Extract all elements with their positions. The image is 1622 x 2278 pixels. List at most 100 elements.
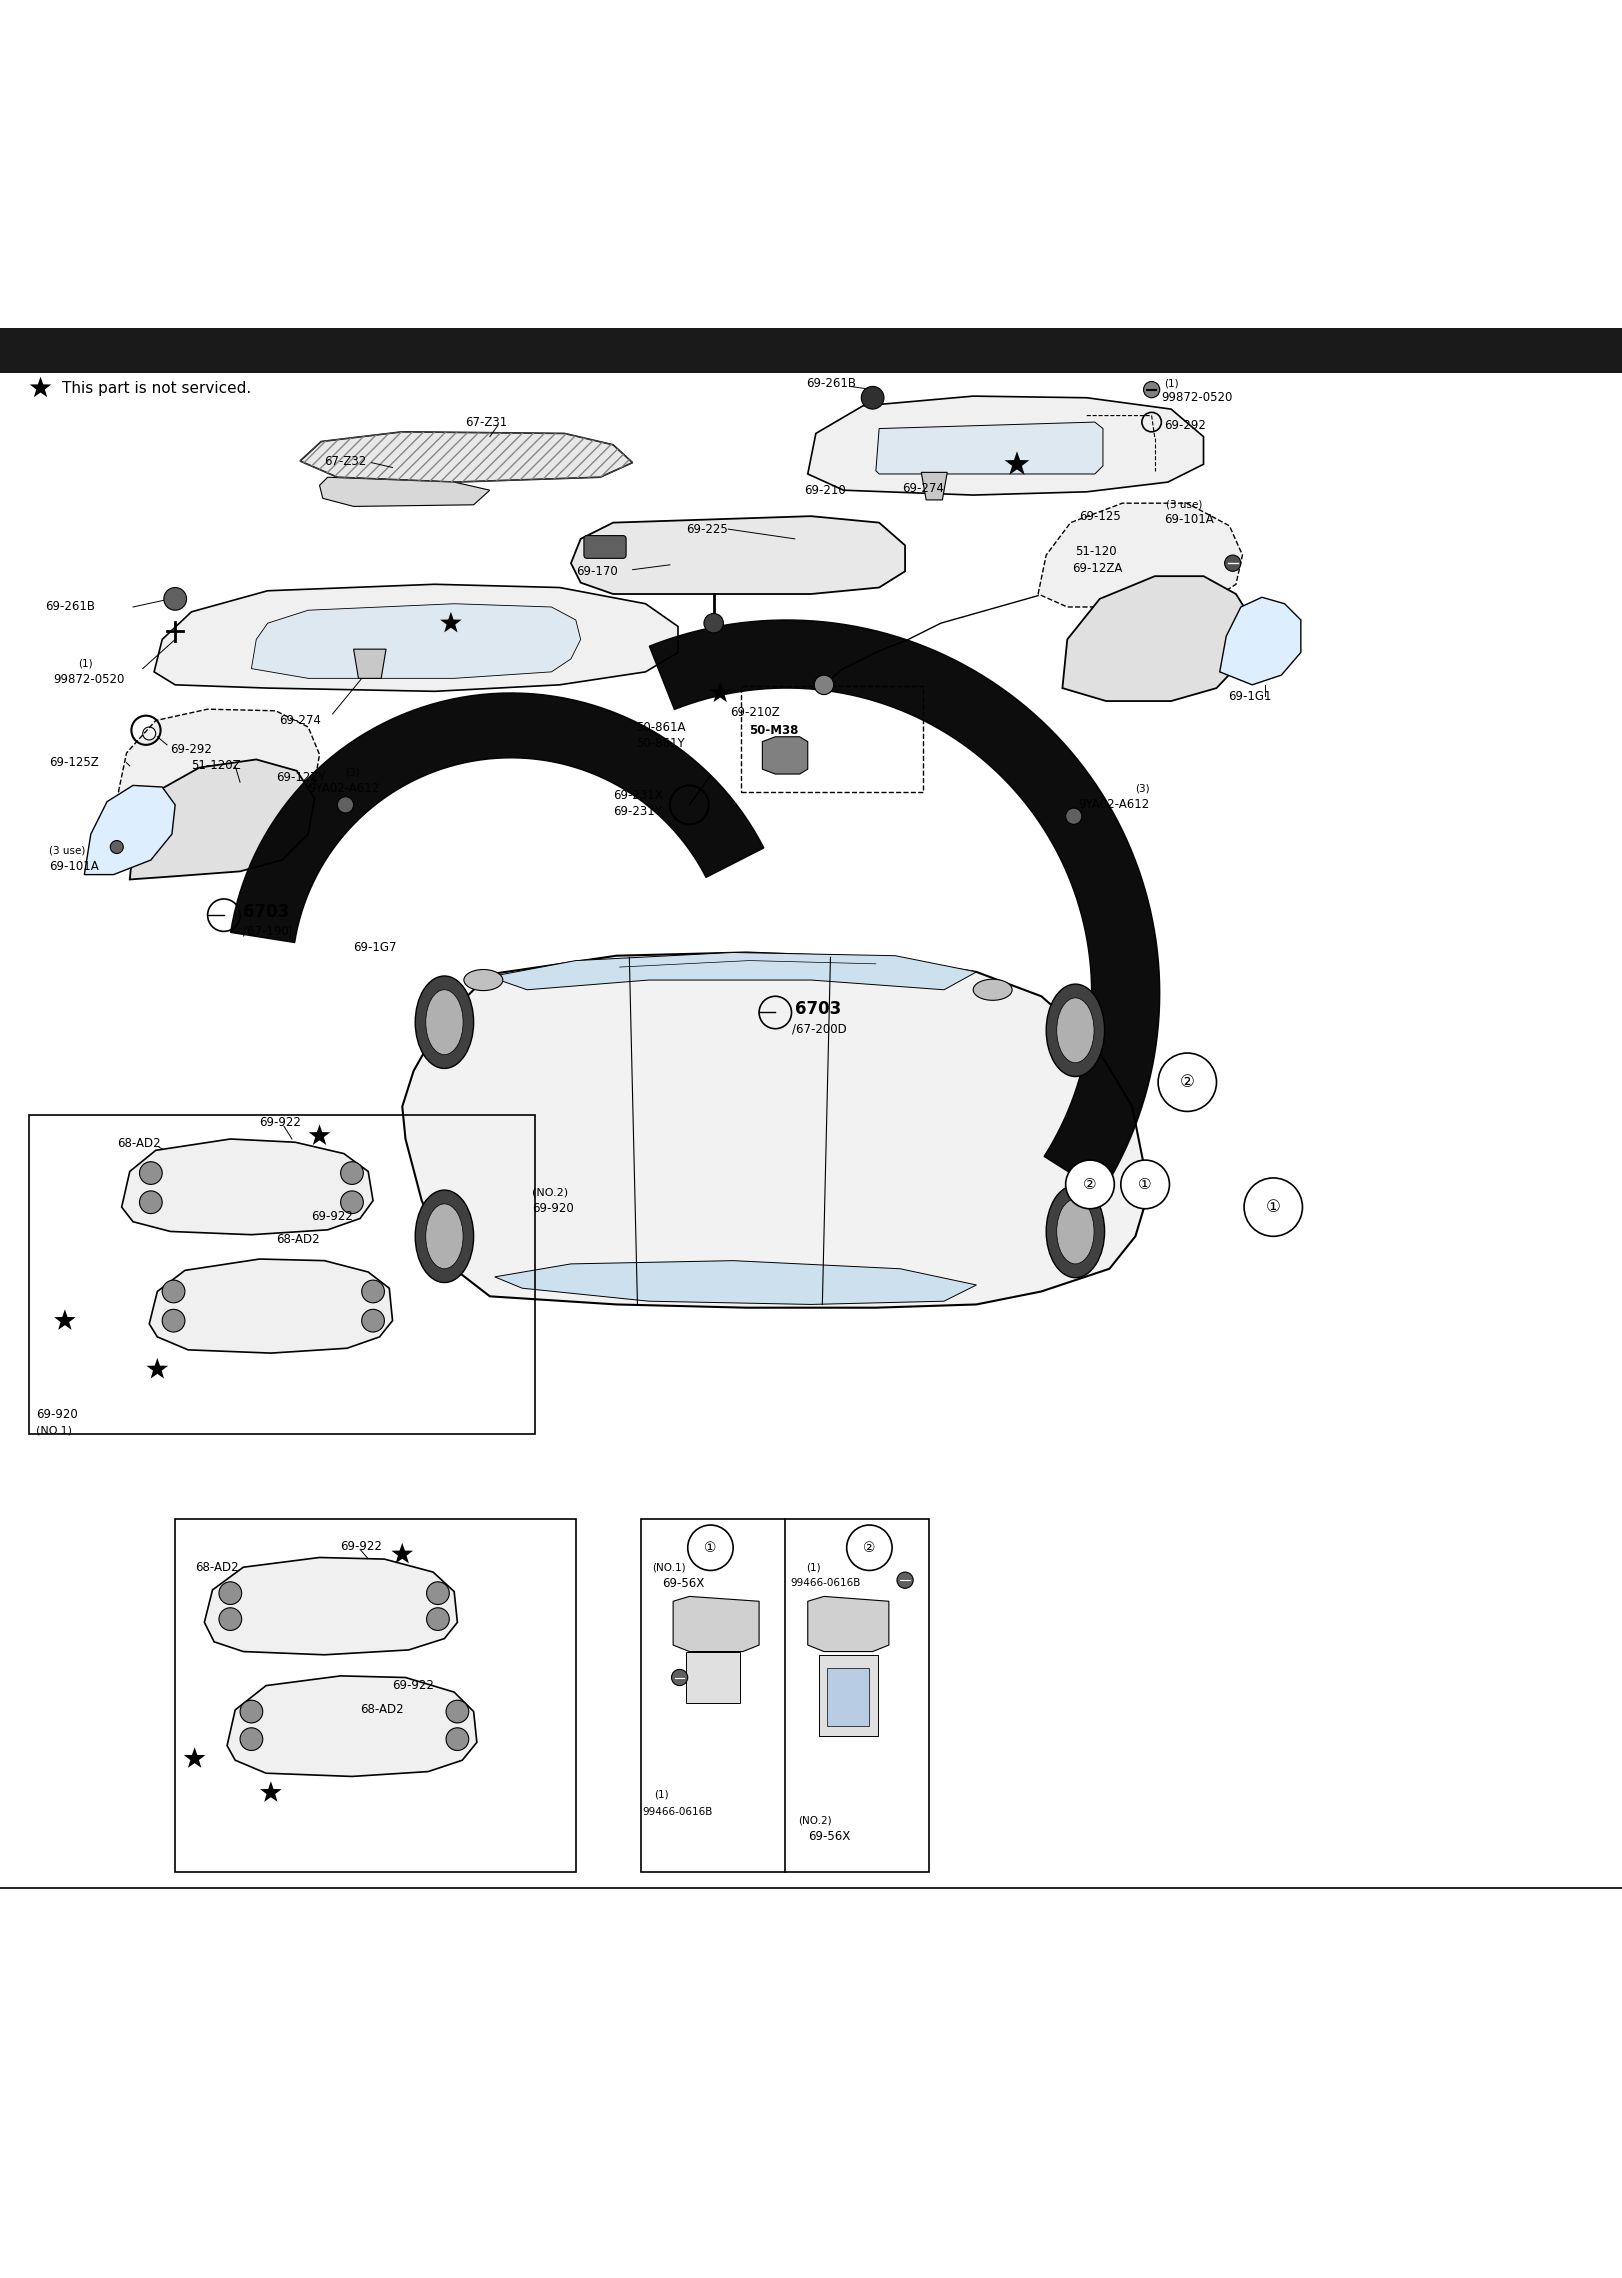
Text: 50-M38: 50-M38 xyxy=(749,724,798,736)
Text: 50-861Y: 50-861Y xyxy=(636,736,684,749)
Text: 69-261B: 69-261B xyxy=(806,376,856,390)
Text: 69-210: 69-210 xyxy=(805,483,847,497)
Text: (NO.1): (NO.1) xyxy=(36,1426,71,1435)
Text: (1): (1) xyxy=(806,1563,821,1572)
Text: (1): (1) xyxy=(78,658,92,670)
Polygon shape xyxy=(1038,503,1242,606)
Circle shape xyxy=(446,1727,469,1750)
Circle shape xyxy=(446,1699,469,1722)
Text: 69-922: 69-922 xyxy=(341,1540,383,1554)
Text: 6703: 6703 xyxy=(243,902,290,920)
Circle shape xyxy=(362,1310,384,1333)
Text: 69-1G1: 69-1G1 xyxy=(1228,690,1272,702)
Text: ①: ① xyxy=(1265,1198,1281,1216)
Text: 69-125Z: 69-125Z xyxy=(49,756,99,770)
Text: 9YA02-A612: 9YA02-A612 xyxy=(1079,797,1150,811)
Text: (1): (1) xyxy=(1165,378,1179,387)
Text: 99872-0520: 99872-0520 xyxy=(1161,392,1233,403)
Polygon shape xyxy=(490,952,976,989)
Text: (1): (1) xyxy=(654,1788,668,1800)
Polygon shape xyxy=(1062,576,1252,702)
Polygon shape xyxy=(29,376,52,396)
Text: (3 use): (3 use) xyxy=(1166,499,1202,510)
Polygon shape xyxy=(876,421,1103,474)
Circle shape xyxy=(897,1572,913,1588)
Ellipse shape xyxy=(1046,1185,1105,1278)
Polygon shape xyxy=(230,693,764,943)
Circle shape xyxy=(672,1670,688,1686)
Polygon shape xyxy=(402,952,1145,1308)
Text: ①: ① xyxy=(704,1540,717,1556)
Text: 69-292: 69-292 xyxy=(170,743,212,756)
Ellipse shape xyxy=(425,989,464,1055)
Text: This part is not serviced.: This part is not serviced. xyxy=(62,380,251,396)
Text: 9YA02-A612: 9YA02-A612 xyxy=(308,781,380,795)
Polygon shape xyxy=(1220,597,1301,686)
Polygon shape xyxy=(673,1597,759,1652)
Circle shape xyxy=(164,588,187,611)
Ellipse shape xyxy=(425,1203,464,1269)
Polygon shape xyxy=(308,1125,331,1146)
Text: (3 use): (3 use) xyxy=(49,845,84,854)
Bar xyxy=(641,1519,929,1873)
Ellipse shape xyxy=(1058,998,1093,1064)
Circle shape xyxy=(1225,556,1241,572)
Polygon shape xyxy=(130,759,315,879)
Circle shape xyxy=(427,1581,449,1604)
Text: 68-AD2: 68-AD2 xyxy=(117,1137,161,1150)
Text: 69-922: 69-922 xyxy=(393,1679,435,1693)
Polygon shape xyxy=(183,1747,206,1768)
Circle shape xyxy=(704,613,723,633)
Text: 69-12ZA: 69-12ZA xyxy=(1072,563,1122,574)
FancyBboxPatch shape xyxy=(0,328,1622,374)
Text: (NO.2): (NO.2) xyxy=(532,1187,568,1198)
Polygon shape xyxy=(440,613,462,633)
Text: 69-922: 69-922 xyxy=(311,1210,354,1223)
Polygon shape xyxy=(649,620,1160,1194)
Circle shape xyxy=(240,1699,263,1722)
Bar xyxy=(741,686,923,793)
Circle shape xyxy=(1121,1160,1169,1210)
Circle shape xyxy=(362,1280,384,1303)
Polygon shape xyxy=(1004,451,1030,474)
Circle shape xyxy=(219,1608,242,1631)
Text: 67-Z31: 67-Z31 xyxy=(466,415,508,428)
Polygon shape xyxy=(571,517,905,595)
Polygon shape xyxy=(921,472,947,499)
Ellipse shape xyxy=(415,975,474,1068)
Text: 69-274: 69-274 xyxy=(279,713,321,727)
Circle shape xyxy=(1158,1052,1216,1112)
Polygon shape xyxy=(391,1542,414,1563)
Ellipse shape xyxy=(1058,1198,1093,1264)
Circle shape xyxy=(162,1310,185,1333)
Text: 69-922: 69-922 xyxy=(260,1116,302,1130)
Circle shape xyxy=(861,387,884,410)
FancyBboxPatch shape xyxy=(584,535,626,558)
Circle shape xyxy=(688,1524,733,1570)
Text: 69-292: 69-292 xyxy=(1165,419,1207,433)
Text: (NO.2): (NO.2) xyxy=(798,1816,832,1825)
Text: 69-210Z: 69-210Z xyxy=(730,706,780,720)
Circle shape xyxy=(337,797,354,813)
Circle shape xyxy=(814,674,834,695)
Polygon shape xyxy=(300,433,633,483)
Polygon shape xyxy=(146,1358,169,1378)
Polygon shape xyxy=(118,708,320,804)
Circle shape xyxy=(219,1581,242,1604)
Text: 69-1G7: 69-1G7 xyxy=(354,941,397,954)
Text: ②: ② xyxy=(863,1540,876,1556)
Polygon shape xyxy=(808,1597,889,1652)
Bar xyxy=(686,1652,740,1704)
Text: 68-AD2: 68-AD2 xyxy=(195,1560,238,1574)
Polygon shape xyxy=(251,604,581,679)
Polygon shape xyxy=(260,1781,282,1802)
Circle shape xyxy=(1144,380,1160,399)
Text: 69-12ZY: 69-12ZY xyxy=(276,770,326,784)
Polygon shape xyxy=(709,681,732,702)
Text: 68-AD2: 68-AD2 xyxy=(276,1232,320,1246)
Polygon shape xyxy=(154,583,678,690)
Text: 67-Z32: 67-Z32 xyxy=(324,456,367,467)
Bar xyxy=(819,1654,878,1736)
Ellipse shape xyxy=(415,1189,474,1283)
Text: 50-861A: 50-861A xyxy=(636,720,686,734)
